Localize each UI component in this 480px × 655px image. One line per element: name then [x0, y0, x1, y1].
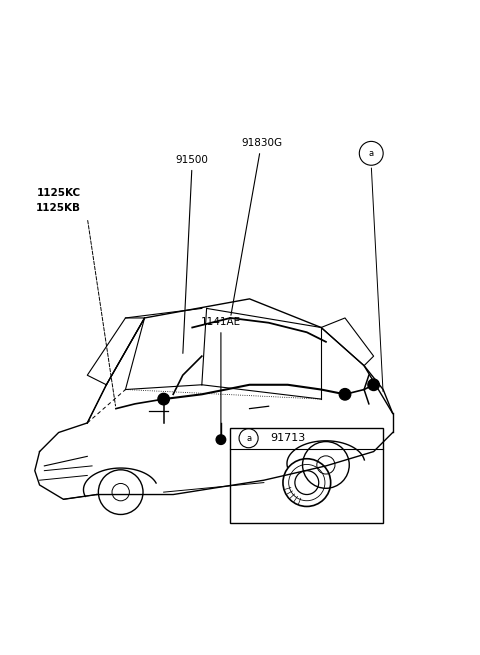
Text: 1141AE: 1141AE [201, 317, 241, 437]
Text: 1125KC: 1125KC [36, 188, 81, 198]
Text: 91500: 91500 [176, 155, 209, 353]
Circle shape [216, 435, 226, 445]
Text: a: a [369, 149, 374, 158]
Text: 91830G: 91830G [231, 138, 282, 315]
Text: a: a [246, 434, 251, 443]
Circle shape [368, 379, 379, 390]
Circle shape [158, 394, 169, 405]
Text: 91713: 91713 [270, 433, 305, 443]
Text: 1125KB: 1125KB [36, 202, 81, 213]
Circle shape [339, 388, 351, 400]
